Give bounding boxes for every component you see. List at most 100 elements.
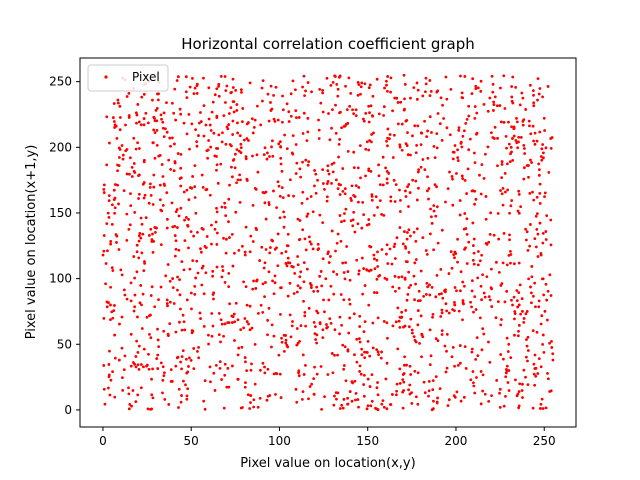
scatter-point <box>470 92 474 96</box>
scatter-point <box>382 213 386 217</box>
scatter-point <box>422 380 426 384</box>
scatter-point <box>277 142 281 146</box>
scatter-point <box>400 275 404 279</box>
scatter-point <box>209 145 213 149</box>
scatter-point <box>362 119 366 123</box>
scatter-point <box>193 196 197 199</box>
scatter-point <box>536 98 539 102</box>
scatter-point <box>285 264 289 268</box>
scatter-point <box>266 394 270 398</box>
scatter-point <box>289 335 293 339</box>
scatter-point <box>541 333 545 337</box>
scatter-point <box>474 197 478 201</box>
scatter-point <box>242 280 245 284</box>
scatter-point <box>472 151 476 155</box>
scatter-point <box>200 283 204 287</box>
scatter-point <box>161 204 165 207</box>
scatter-point <box>369 169 373 173</box>
scatter-point <box>401 406 405 410</box>
scatter-point <box>368 385 372 388</box>
scatter-point <box>161 365 165 369</box>
scatter-point <box>163 184 167 187</box>
scatter-point <box>522 320 526 324</box>
scatter-point <box>529 158 532 162</box>
scatter-point <box>550 136 554 139</box>
scatter-point <box>353 353 356 357</box>
scatter-point <box>148 314 151 318</box>
scatter-point <box>413 261 417 265</box>
scatter-point <box>522 144 526 147</box>
scatter-point <box>507 369 511 372</box>
scatter-point <box>232 312 236 316</box>
scatter-point <box>416 371 420 375</box>
scatter-point <box>494 260 498 264</box>
scatter-point <box>318 274 322 278</box>
scatter-point <box>296 341 300 345</box>
scatter-point <box>385 321 389 325</box>
scatter-point <box>139 284 143 287</box>
scatter-point <box>161 378 165 382</box>
scatter-point <box>321 89 325 92</box>
scatter-point <box>331 80 335 84</box>
scatter-point <box>245 320 249 323</box>
scatter-point <box>480 298 484 302</box>
scatter-point <box>353 379 357 383</box>
scatter-point <box>474 308 478 311</box>
scatter-point <box>151 98 154 102</box>
scatter-point <box>538 201 542 205</box>
scatter-point <box>483 152 487 156</box>
scatter-point <box>288 261 292 265</box>
scatter-point <box>389 76 393 80</box>
scatter-point <box>349 197 353 200</box>
scatter-point <box>440 329 444 333</box>
scatter-point <box>218 360 222 364</box>
scatter-point <box>353 230 357 234</box>
scatter-point <box>524 375 527 379</box>
scatter-point <box>443 289 446 293</box>
scatter-point <box>406 231 409 234</box>
scatter-point <box>295 327 299 330</box>
scatter-point <box>362 117 365 121</box>
scatter-point <box>185 188 189 192</box>
scatter-point <box>531 406 535 410</box>
scatter-point <box>399 198 402 202</box>
scatter-point <box>125 238 129 242</box>
scatter-point <box>295 161 299 165</box>
scatter-point <box>461 299 465 302</box>
scatter-point <box>272 372 276 376</box>
scatter-point <box>326 373 330 376</box>
scatter-point <box>227 285 231 289</box>
scatter-point <box>377 274 380 278</box>
scatter-point <box>173 142 176 146</box>
scatter-point <box>507 142 511 146</box>
scatter-point <box>352 166 356 170</box>
scatter-point <box>142 365 145 369</box>
scatter-point <box>283 133 287 137</box>
scatter-point <box>462 129 466 133</box>
scatter-point <box>429 354 433 358</box>
scatter-point <box>517 192 521 196</box>
scatter-point <box>407 388 410 392</box>
scatter-point <box>251 154 254 158</box>
scatter-point <box>164 274 168 278</box>
scatter-point <box>219 318 223 322</box>
scatter-point <box>413 369 417 373</box>
scatter-point <box>349 219 353 223</box>
scatter-point <box>475 111 479 115</box>
scatter-point <box>107 199 111 203</box>
scatter-point <box>269 101 272 104</box>
scatter-point <box>414 258 418 261</box>
scatter-point <box>431 407 435 411</box>
scatter-point <box>348 316 352 320</box>
scatter-point <box>406 292 410 296</box>
scatter-point <box>208 365 212 369</box>
scatter-point <box>393 200 397 203</box>
scatter-point <box>120 376 124 380</box>
scatter-point <box>522 166 526 170</box>
scatter-point <box>395 236 399 240</box>
scatter-point <box>151 367 154 371</box>
scatter-point <box>342 219 346 223</box>
scatter-point <box>178 320 181 324</box>
scatter-point <box>147 352 150 356</box>
scatter-point <box>326 169 330 173</box>
